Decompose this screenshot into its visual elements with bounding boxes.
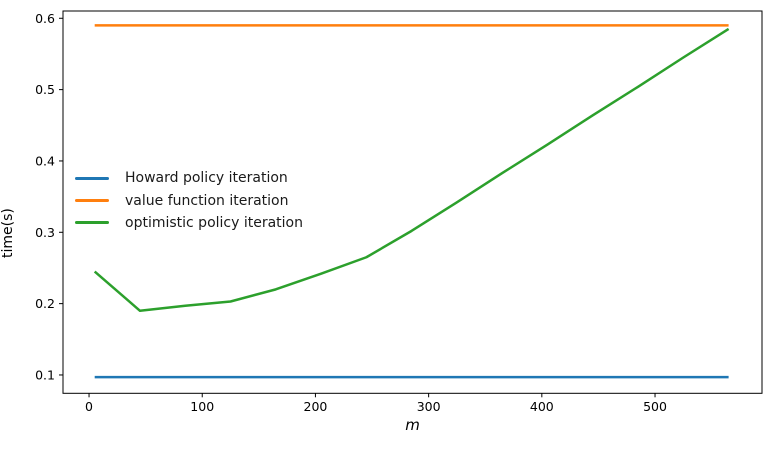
x-tick-label: 100	[190, 399, 214, 414]
legend-swatch	[75, 176, 109, 180]
legend-swatch	[75, 221, 109, 225]
x-tick-label: 200	[304, 399, 328, 414]
y-tick-label: 0.5	[35, 82, 55, 97]
series-line-optimistic-policy-iteration	[93, 27, 730, 313]
legend-label: value function iteration	[125, 192, 289, 209]
legend-label: optimistic policy iteration	[125, 214, 303, 231]
legend-label: Howard policy iteration	[125, 170, 288, 187]
x-axis-label: m	[405, 416, 420, 434]
y-tick-label: 0.3	[35, 225, 55, 240]
y-tick-label: 0.6	[35, 11, 55, 26]
y-axis-label-text: time(s)	[0, 208, 16, 258]
legend: Howard policy iteration value function it…	[75, 167, 303, 234]
legend-item: optimistic policy iteration	[75, 212, 303, 234]
y-tick-label: 0.1	[35, 367, 55, 382]
y-tick-label: 0.2	[35, 296, 55, 311]
y-tick-label: 0.4	[35, 153, 55, 168]
x-tick-label: 500	[643, 399, 667, 414]
x-tick-label: 300	[417, 399, 441, 414]
legend-swatch	[75, 199, 109, 203]
x-tick-label: 0	[85, 399, 93, 414]
plot-border	[62, 10, 763, 394]
legend-item: value function iteration	[75, 189, 303, 211]
legend-item: Howard policy iteration	[75, 167, 303, 189]
x-tick-label: 400	[530, 399, 554, 414]
